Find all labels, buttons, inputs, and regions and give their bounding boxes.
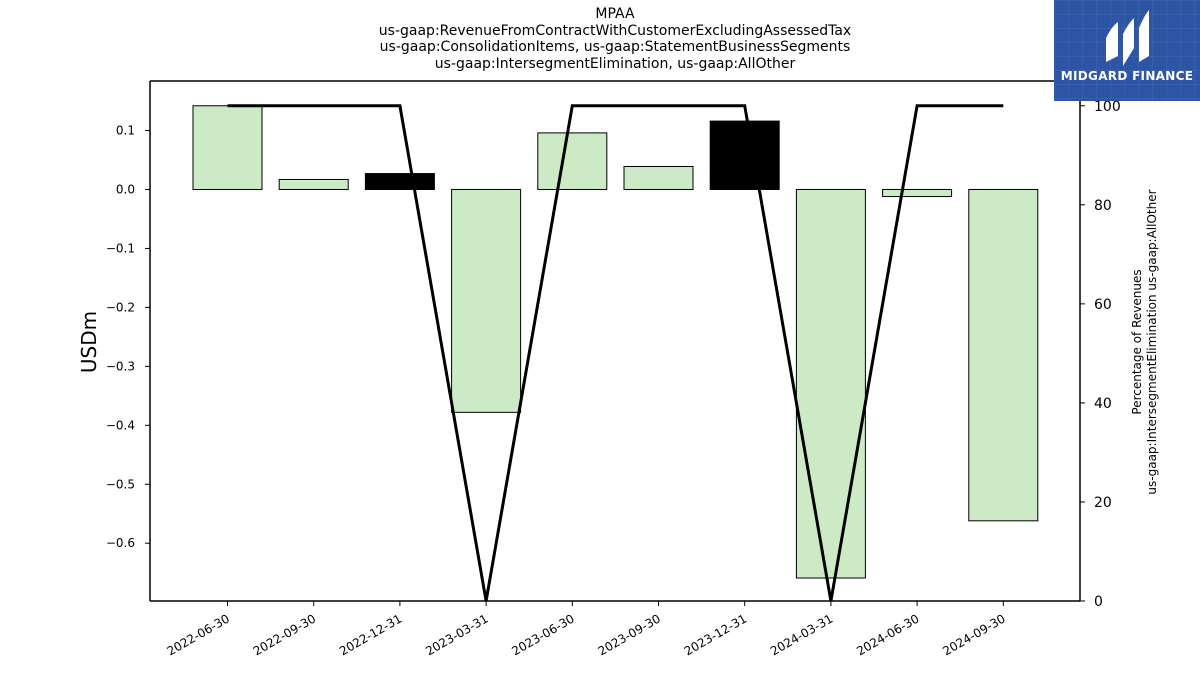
brand-logo: MIDGARD FINANCE [1054, 0, 1200, 101]
x-tick-label: 2023-03-31 [423, 611, 490, 658]
chart-title: MPAA us-gaap:RevenueFromContractWithCust… [315, 6, 915, 72]
y-tick-label: −0.1 [106, 241, 135, 255]
chart-title-line: us-gaap:ConsolidationItems, us-gaap:Stat… [379, 39, 851, 55]
bar [795, 188, 866, 579]
chart-title-line: us-gaap:RevenueFromContractWithCustomerE… [378, 22, 852, 39]
x-ticks: 2022-06-30 2022-09-30 2022-12-31 2023-03-31… [165, 601, 1008, 658]
y2-tick-label: 80 [1094, 198, 1112, 214]
bar [968, 188, 1039, 522]
bar [278, 178, 349, 190]
logo-mark-icon [1106, 10, 1149, 66]
bar [709, 120, 780, 190]
chart-title-line: us-gaap:IntersegmentElimination, us-gaap… [434, 55, 796, 72]
bar [882, 188, 953, 198]
y-tick-label: −0.3 [106, 359, 135, 373]
y-tick-label: −0.4 [106, 418, 135, 432]
y-axis-label: USDm [77, 311, 101, 373]
x-tick-label: 2022-12-31 [337, 611, 404, 658]
y2-tick-label: 20 [1094, 495, 1112, 511]
y-tick-label: 0.0 [116, 182, 135, 196]
x-tick-label: 2023-06-30 [509, 611, 576, 658]
bar [364, 173, 435, 190]
logo-text: MIDGARD FINANCE [1060, 69, 1194, 83]
y2-tick-label: 60 [1094, 297, 1112, 313]
y-tick-label: −0.2 [106, 300, 135, 314]
bar [623, 165, 694, 190]
y-tick-label: 0.1 [116, 124, 135, 138]
bar [192, 105, 263, 190]
axes-layer [149, 80, 1081, 602]
y-tick-label: −0.5 [106, 477, 135, 491]
x-tick-label: 2024-09-30 [940, 611, 1007, 658]
y-ticks-right: 100 80 60 40 20 0 [1080, 99, 1121, 610]
bar [537, 132, 608, 190]
x-tick-label: 2022-09-30 [251, 611, 318, 658]
x-tick-label: 2024-03-31 [768, 611, 835, 658]
line-layer [227, 104, 1004, 602]
y-tick-label: −0.6 [106, 536, 135, 550]
x-tick-label: 2023-09-30 [596, 611, 663, 658]
bars-layer [192, 105, 1039, 579]
chart-title-line: MPAA [595, 6, 635, 22]
y2-tick-label: 0 [1094, 594, 1103, 610]
y2-axis-label-line1: Percentage of Revenues [1130, 269, 1144, 414]
y2-tick-label: 100 [1094, 99, 1121, 115]
y-ticks-left: 0.1 0.0 −0.1 −0.2 −0.3 −0.4 −0.5 −0.6 [106, 124, 150, 550]
x-tick-label: 2023-12-31 [682, 611, 749, 658]
y2-axis-label-line2: us-gaap:IntersegmentElimination us-gaap:… [1145, 189, 1159, 494]
x-tick-label: 2024-06-30 [854, 611, 921, 658]
x-tick-label: 2022-06-30 [165, 611, 232, 658]
percentage-line [227, 104, 1004, 602]
y2-tick-label: 40 [1094, 396, 1112, 412]
bar [451, 188, 522, 413]
